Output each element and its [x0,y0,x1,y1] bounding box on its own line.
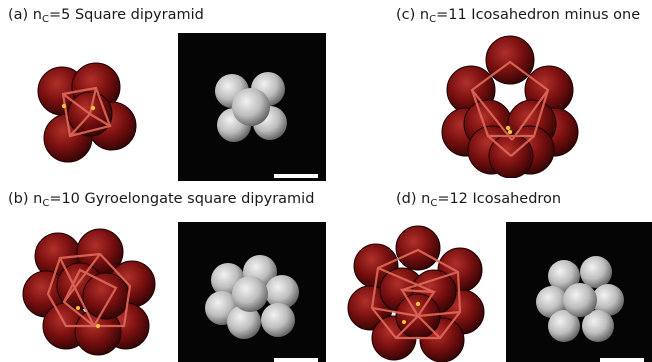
panel-c-model [436,28,586,178]
panel-b-sem-image [178,222,326,362]
panel-a-sem-image [178,33,326,181]
panel-b-model [20,222,160,357]
panel-a-model [30,54,145,169]
panel-d-model [346,220,486,362]
scale-bar [274,358,318,362]
panel-b-label: (b) nC=10 Gyroelongate square dipyramid [8,191,315,209]
panel-d-label: (d) nC=12 Icosahedron [396,191,562,209]
panel-a-label: (a) nC=5 Square dipyramid [8,7,204,25]
panel-c-label: (c) nC=11 Icosahedron minus one [396,7,641,25]
panel-d-sem-image [506,222,652,362]
scale-bar [274,174,318,178]
scale-bar [600,358,644,362]
